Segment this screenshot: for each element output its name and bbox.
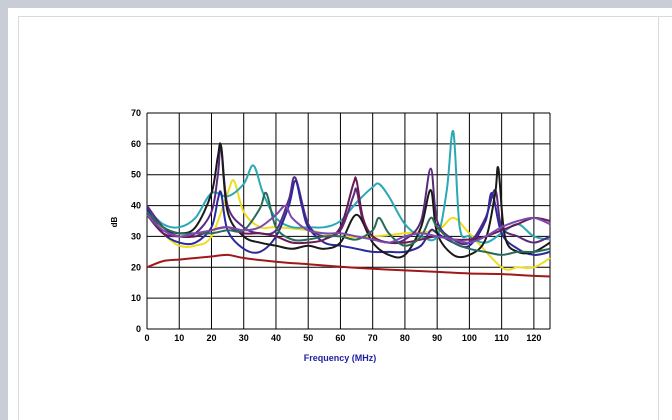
frame-top-border <box>0 0 672 8</box>
series-line-6 <box>146 142 551 259</box>
x-tick-label: 30 <box>239 333 249 343</box>
y-tick-label: 10 <box>131 293 141 303</box>
series-line-8 <box>146 191 551 256</box>
y-tick-label: 20 <box>131 262 141 272</box>
y-tick-label: 30 <box>131 231 141 241</box>
x-tick-label: 10 <box>174 333 184 343</box>
x-tick-label: 120 <box>526 333 541 343</box>
x-tick-label: 60 <box>335 333 345 343</box>
frame-inner-top-line <box>18 16 672 17</box>
frame-left-border <box>0 0 8 420</box>
x-tick-label: 50 <box>303 333 313 343</box>
y-tick-label: 60 <box>131 139 141 149</box>
series-line-3 <box>146 130 551 244</box>
series-line-5 <box>146 179 551 256</box>
series-line-4 <box>146 145 551 246</box>
x-axis-title: Frequency (MHz) <box>304 353 377 363</box>
x-tick-label: 110 <box>494 333 509 343</box>
x-tick-label: 40 <box>271 333 281 343</box>
tick-layer: 0 10 20 30 40 50 60 70 80 90 100 110 120 0 10 20 30 40 50 6… <box>131 108 541 343</box>
x-tick-label: 70 <box>368 333 378 343</box>
y-tick-label: 0 <box>136 324 141 334</box>
series-layer <box>146 130 551 278</box>
y-tick-label: 70 <box>131 108 141 118</box>
frame-inner-right-line <box>658 16 659 420</box>
y-tick-label: 50 <box>131 170 141 180</box>
y-axis-title: dB <box>110 216 119 227</box>
x-tick-label: 90 <box>432 333 442 343</box>
series-line-1 <box>146 253 551 278</box>
y-tick-label: 40 <box>131 201 141 211</box>
x-tick-label: 0 <box>144 333 149 343</box>
x-tick-label: 20 <box>206 333 216 343</box>
x-tick-label: 100 <box>462 333 477 343</box>
frame-inner-left-line <box>18 16 19 420</box>
x-tick-label: 80 <box>400 333 410 343</box>
series-line-9 <box>146 204 551 244</box>
